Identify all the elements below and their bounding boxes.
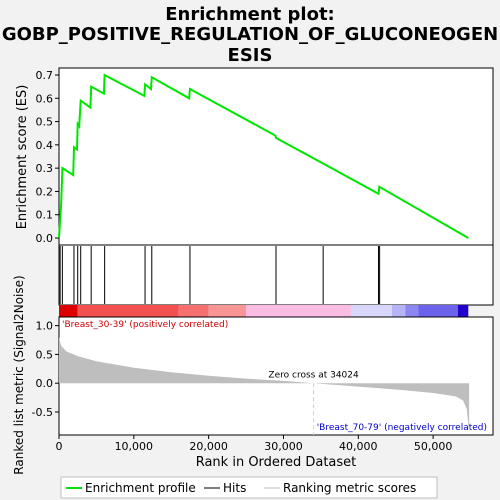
color-bar-segment	[208, 305, 247, 317]
legend-enrichment-profile: Enrichment profile	[85, 481, 196, 495]
ranking-metric-area	[59, 337, 470, 433]
rank-y-tick-label: 0.0	[36, 377, 54, 390]
legend-ranking-metric: Ranking metric scores	[283, 481, 416, 495]
hits-marks	[59, 246, 381, 304]
color-bar-segment	[77, 305, 179, 317]
es-y-tick-label: 0.3	[36, 162, 54, 175]
rank-color-bar	[59, 305, 469, 317]
color-bar-segment	[59, 305, 78, 317]
color-bar-segment	[418, 305, 458, 317]
color-bar-segment	[391, 305, 406, 317]
x-tick-label: 10,000	[115, 440, 154, 453]
es-y-tick-label: 0.6	[36, 92, 54, 105]
es-y-tick-label: 0.1	[36, 209, 54, 222]
x-tick-label: 0	[56, 440, 63, 453]
es-y-axis: 0.0 0.1 0.2 0.3 0.4 0.5 0.6 0.7	[36, 69, 59, 245]
color-bar-segment	[350, 305, 392, 317]
x-axis: 0 10,000 20,000 30,000 40,000 50,000	[56, 435, 453, 453]
enrichment-profile-line	[58, 73, 469, 239]
legend-hits: Hits	[223, 481, 246, 495]
color-bar-segment	[457, 305, 469, 317]
es-y-tick-label: 0.2	[36, 185, 54, 198]
title-line-3: ESIS	[228, 45, 273, 66]
legend-box	[60, 476, 438, 499]
rank-y-tick-label: -0.5	[32, 406, 53, 419]
es-y-tick-label: 0.4	[36, 139, 54, 152]
color-bar-segment	[178, 305, 209, 317]
zero-cross-label: Zero cross at 34024	[268, 370, 359, 380]
negative-correlation-label: 'Breast_70-79' (negatively correlated)	[317, 423, 487, 433]
color-bar-segment	[405, 305, 419, 317]
rank-y-tick-label: 1.0	[36, 320, 54, 333]
x-tick-label: 30,000	[264, 440, 303, 453]
positive-correlation-label: 'Breast_30-39' (positively correlated)	[62, 320, 228, 330]
rank-y-tick-label: 0.5	[36, 348, 54, 361]
title-line-1: Enrichment plot:	[165, 4, 335, 25]
title-line-2: GOBP_POSITIVE_REGULATION_OF_GLUCONEOGEN	[2, 24, 498, 45]
x-tick-label: 50,000	[414, 440, 453, 453]
x-axis-label: Rank in Ordered Dataset	[196, 455, 357, 470]
es-y-tick-label: 0.5	[36, 116, 54, 129]
x-tick-label: 40,000	[339, 440, 378, 453]
es-y-axis-label: Enrichment score (ES)	[15, 85, 30, 230]
color-bar-segment	[246, 305, 351, 317]
es-y-tick-label: 0.7	[36, 69, 54, 82]
rank-y-axis: -0.5 0.0 0.5 1.0	[32, 320, 59, 419]
es-panel	[58, 67, 494, 246]
es-y-tick-label: 0.0	[36, 232, 54, 245]
rank-y-axis-label: Ranked list metric (Signal2Noise)	[12, 275, 26, 474]
x-tick-label: 20,000	[189, 440, 228, 453]
